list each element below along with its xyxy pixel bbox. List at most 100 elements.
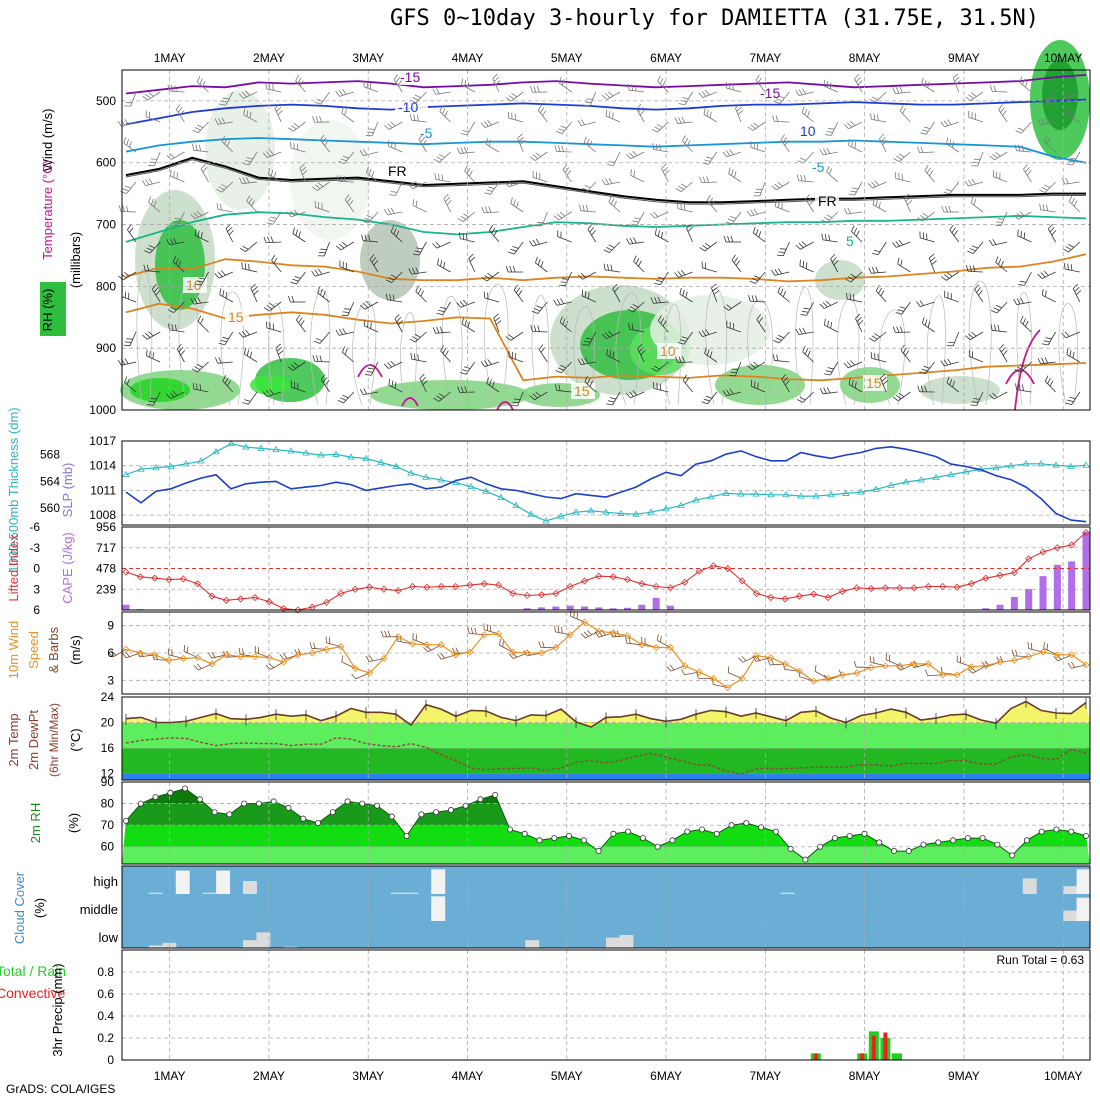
wind-barb bbox=[242, 177, 246, 184]
wind10-barb bbox=[594, 631, 600, 638]
wind-barb bbox=[995, 151, 1001, 157]
wind-barb bbox=[798, 89, 803, 95]
rh-contour bbox=[531, 295, 549, 406]
wind-barb bbox=[493, 313, 499, 319]
cloud-low-bar bbox=[525, 940, 540, 948]
wind-barb bbox=[408, 184, 414, 190]
top-day-label: 2MAY bbox=[253, 51, 285, 65]
wind-barb bbox=[1015, 383, 1017, 390]
wind-barb bbox=[515, 287, 521, 294]
wind-barb bbox=[1072, 351, 1075, 359]
wind-barb bbox=[1044, 380, 1056, 393]
wind-barb bbox=[1025, 320, 1029, 327]
lifted-index-marker bbox=[580, 577, 589, 585]
wind-barb bbox=[294, 275, 301, 279]
wind-barb bbox=[390, 191, 398, 193]
wind-barb bbox=[466, 121, 476, 136]
wind-barb bbox=[512, 245, 519, 249]
wind10-barb bbox=[265, 664, 271, 670]
wind-barb bbox=[387, 299, 403, 303]
wind-barb bbox=[248, 263, 250, 271]
wind-barb bbox=[390, 231, 403, 243]
wind-barb bbox=[706, 200, 718, 213]
wind10-speed-marker bbox=[953, 671, 961, 679]
wind-barb bbox=[584, 381, 597, 393]
wind-barb bbox=[535, 262, 548, 273]
cloud-high-bar bbox=[390, 892, 405, 894]
wind-barb bbox=[512, 265, 516, 273]
wind-barb bbox=[418, 134, 424, 140]
wind-barb bbox=[1061, 94, 1067, 100]
wind-barb bbox=[242, 181, 258, 184]
wind-barb bbox=[944, 121, 959, 128]
wind-barb bbox=[486, 271, 500, 282]
wind-barb bbox=[774, 271, 790, 276]
wind-barb bbox=[121, 361, 137, 366]
thickness-marker bbox=[422, 473, 430, 480]
wind-barb bbox=[488, 206, 492, 213]
wind-barb bbox=[922, 323, 935, 333]
wind-barb bbox=[930, 256, 936, 262]
wind-barb bbox=[854, 381, 857, 389]
wind-barb bbox=[315, 116, 319, 123]
rh-marker bbox=[772, 828, 779, 835]
wind-barb bbox=[778, 331, 790, 344]
wind-barb bbox=[194, 127, 201, 131]
wind-barb bbox=[660, 317, 665, 324]
wind-barb bbox=[421, 376, 427, 382]
wind-barb bbox=[1065, 246, 1072, 251]
lifted-index-marker bbox=[294, 606, 302, 614]
top-day-label: 9MAY bbox=[948, 51, 980, 65]
lifted-index-marker bbox=[208, 592, 216, 600]
wind-barb bbox=[1044, 375, 1049, 382]
wind-barb bbox=[1042, 104, 1050, 106]
wind-barb bbox=[1048, 91, 1056, 106]
rh-marker bbox=[950, 837, 957, 844]
wind10-barb bbox=[470, 627, 474, 634]
rh-marker bbox=[713, 830, 720, 837]
thickness-tick-label: 560 bbox=[40, 501, 60, 515]
wind-barb bbox=[661, 163, 667, 169]
isotherm-label-bg bbox=[657, 343, 681, 359]
wind-barb bbox=[1069, 110, 1071, 118]
wind-barb bbox=[873, 249, 881, 253]
wind-barb bbox=[246, 176, 250, 184]
wind-barb bbox=[827, 367, 834, 370]
wind-barb bbox=[678, 103, 685, 106]
ylabel-dewpt: 2m DewPt bbox=[26, 710, 41, 770]
isotherm--5 bbox=[125, 137, 1087, 164]
wind10-speed-marker bbox=[1068, 651, 1076, 659]
wind-barb bbox=[703, 398, 710, 402]
wind-barb bbox=[843, 208, 848, 215]
wind-barb bbox=[855, 313, 861, 319]
wind-barb bbox=[955, 80, 961, 85]
wind-barb bbox=[635, 258, 640, 265]
wind-barb bbox=[438, 309, 445, 313]
wind-barb bbox=[193, 149, 209, 153]
wind-barb bbox=[751, 295, 755, 302]
wind-barb bbox=[758, 231, 762, 238]
cloud-low-bar bbox=[619, 935, 634, 948]
wind-barb bbox=[169, 241, 185, 246]
wind-barb bbox=[1064, 181, 1080, 185]
wind-barb bbox=[363, 240, 379, 243]
rh-frame bbox=[121, 781, 1091, 865]
wind-barb bbox=[896, 326, 900, 333]
wind-barb bbox=[373, 260, 379, 266]
wind-barb bbox=[194, 229, 197, 236]
wind-barb bbox=[1019, 82, 1032, 93]
wind-barb bbox=[343, 175, 347, 182]
wind-barb bbox=[682, 374, 687, 381]
wind-barb bbox=[735, 260, 741, 266]
wind-barb bbox=[893, 157, 900, 162]
wind-barb bbox=[778, 334, 785, 339]
wind-barb bbox=[1020, 297, 1024, 304]
thickness-marker bbox=[257, 444, 265, 451]
wind10-barb bbox=[309, 642, 313, 649]
wind-barb bbox=[146, 264, 150, 272]
wind-barb bbox=[777, 268, 782, 275]
wind-barb bbox=[388, 276, 395, 281]
wind-barb bbox=[170, 175, 185, 183]
wind-barb bbox=[391, 380, 394, 387]
thickness-marker bbox=[707, 492, 715, 500]
